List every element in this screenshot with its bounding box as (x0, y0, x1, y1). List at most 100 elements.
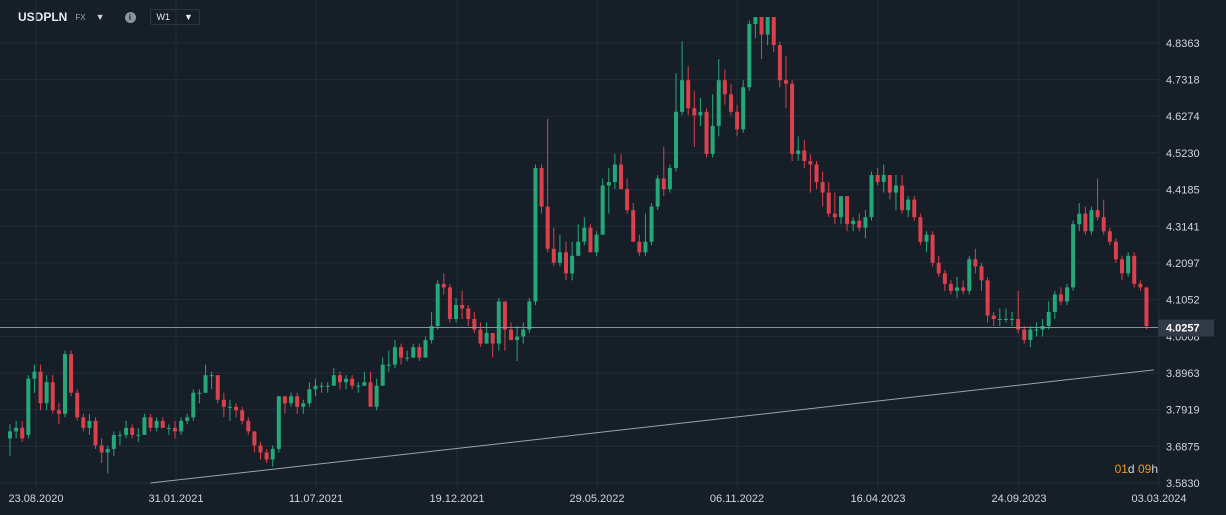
candle[interactable] (1107, 227, 1112, 246)
candle[interactable] (570, 241, 575, 281)
candle[interactable] (313, 378, 318, 397)
candle[interactable] (759, 17, 764, 60)
candle[interactable] (625, 178, 630, 214)
candle[interactable] (472, 311, 477, 334)
candle[interactable] (350, 375, 355, 390)
candle[interactable] (942, 269, 947, 291)
candle[interactable] (264, 448, 269, 463)
candle[interactable] (667, 164, 672, 193)
candle[interactable] (857, 213, 862, 232)
candle[interactable] (826, 182, 831, 218)
candle[interactable] (673, 73, 678, 172)
candle[interactable] (203, 364, 208, 393)
candle[interactable] (221, 392, 226, 418)
candle[interactable] (753, 17, 758, 39)
candle[interactable] (191, 389, 196, 421)
candle[interactable] (1016, 290, 1021, 334)
candle[interactable] (1138, 280, 1143, 291)
candle[interactable] (515, 326, 520, 362)
candle[interactable] (1028, 326, 1033, 348)
candle[interactable] (307, 382, 312, 407)
candle[interactable] (576, 224, 581, 256)
candle[interactable] (906, 196, 911, 218)
candle[interactable] (496, 297, 501, 351)
candle[interactable] (509, 322, 514, 341)
candle[interactable] (148, 413, 153, 432)
candle[interactable] (1052, 290, 1057, 320)
candle[interactable] (985, 276, 990, 323)
candle[interactable] (924, 231, 929, 253)
candle[interactable] (258, 441, 263, 460)
candle[interactable] (81, 413, 86, 432)
candle[interactable] (557, 234, 562, 267)
candle[interactable] (374, 378, 379, 411)
candle[interactable] (832, 192, 837, 225)
candle[interactable] (1058, 287, 1063, 305)
candle[interactable] (997, 308, 1002, 327)
candle[interactable] (686, 66, 691, 116)
candle[interactable] (1022, 326, 1027, 344)
candle[interactable] (728, 83, 733, 116)
candle[interactable] (533, 164, 538, 305)
candle[interactable] (875, 168, 880, 186)
candle[interactable] (197, 389, 202, 404)
candle[interactable] (484, 322, 489, 344)
candle[interactable] (649, 203, 654, 246)
candle[interactable] (930, 231, 935, 267)
candle[interactable] (1034, 322, 1039, 337)
candle[interactable] (1010, 311, 1015, 327)
candle[interactable] (160, 417, 165, 428)
candle[interactable] (93, 417, 98, 449)
candle[interactable] (26, 375, 31, 439)
info-icon[interactable]: i (124, 11, 136, 23)
candle[interactable] (154, 417, 159, 432)
candle[interactable] (521, 322, 526, 344)
candle[interactable] (301, 399, 306, 414)
candle[interactable] (869, 171, 874, 221)
candle[interactable] (124, 420, 129, 439)
candle[interactable] (765, 17, 770, 46)
candle[interactable] (1046, 301, 1051, 330)
candle[interactable] (405, 350, 410, 362)
candle[interactable] (545, 118, 550, 253)
candle[interactable] (490, 333, 495, 358)
candle[interactable] (466, 304, 471, 327)
trendline[interactable] (150, 369, 1154, 484)
candle[interactable] (582, 217, 587, 246)
candle[interactable] (325, 382, 330, 393)
candle[interactable] (50, 375, 55, 414)
candle[interactable] (838, 196, 843, 225)
candle[interactable] (14, 420, 19, 439)
candle[interactable] (631, 203, 636, 242)
candle[interactable] (698, 97, 703, 126)
candle[interactable] (1065, 283, 1070, 305)
candle[interactable] (8, 424, 12, 456)
candle[interactable] (814, 160, 819, 190)
candle[interactable] (331, 368, 336, 386)
candle[interactable] (1089, 206, 1094, 235)
candle[interactable] (172, 420, 177, 439)
candle[interactable] (802, 139, 807, 169)
candle[interactable] (252, 431, 257, 453)
candle[interactable] (32, 364, 37, 393)
candle[interactable] (961, 280, 966, 295)
candle[interactable] (386, 350, 391, 372)
candle[interactable] (435, 280, 440, 330)
candle[interactable] (973, 248, 978, 274)
candle[interactable] (594, 231, 599, 256)
candle[interactable] (991, 311, 996, 327)
candle[interactable] (117, 431, 122, 446)
candle[interactable] (1120, 255, 1125, 281)
candle[interactable] (179, 417, 184, 435)
candle[interactable] (240, 406, 245, 425)
candle[interactable] (918, 213, 923, 246)
candle[interactable] (105, 445, 110, 474)
candle[interactable] (417, 343, 422, 362)
candle[interactable] (747, 20, 752, 91)
candle[interactable] (1132, 252, 1137, 288)
candle[interactable] (69, 350, 74, 397)
candle[interactable] (692, 90, 697, 147)
candle[interactable] (893, 175, 898, 211)
candle[interactable] (619, 153, 623, 190)
candle[interactable] (75, 389, 80, 421)
